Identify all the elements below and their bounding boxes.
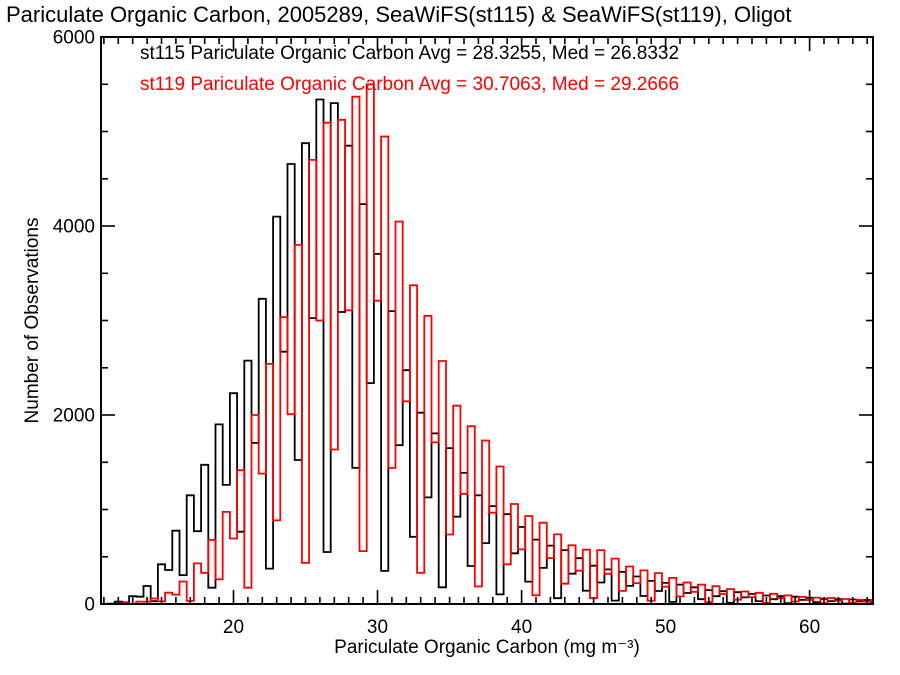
y-tick-labels: 0 2000 4000 6000 xyxy=(53,28,95,616)
y-axis-label: Number of Observations xyxy=(22,218,43,424)
series-group xyxy=(101,83,874,605)
x-tick-label: 20 xyxy=(223,617,244,638)
legend-entry-st115: st115 Pariculate Organic Carbon Avg = 28… xyxy=(140,43,680,64)
y-tick-label: 2000 xyxy=(53,406,95,427)
y-tick-label: 4000 xyxy=(53,217,95,238)
chart-title: Pariculate Organic Carbon, 2005289, SeaW… xyxy=(6,2,792,27)
series-st115-path xyxy=(101,98,874,605)
series-st119-path xyxy=(101,83,874,605)
x-tick-label: 30 xyxy=(367,617,388,638)
x-tick-labels: 20 30 40 50 60 xyxy=(223,617,820,638)
x-tick-label: 40 xyxy=(511,617,532,638)
x-tick-label: 60 xyxy=(799,617,820,638)
y-tick-label: 0 xyxy=(84,595,95,616)
x-axis-label: Pariculate Organic Carbon (mg m⁻³) xyxy=(334,637,640,658)
axis-ticks xyxy=(101,36,873,605)
x-tick-label: 50 xyxy=(655,617,676,638)
y-tick-label: 6000 xyxy=(53,28,95,49)
legend-entry-st119: st119 Pariculate Organic Carbon Avg = 30… xyxy=(140,74,680,95)
plot-border xyxy=(100,36,874,605)
